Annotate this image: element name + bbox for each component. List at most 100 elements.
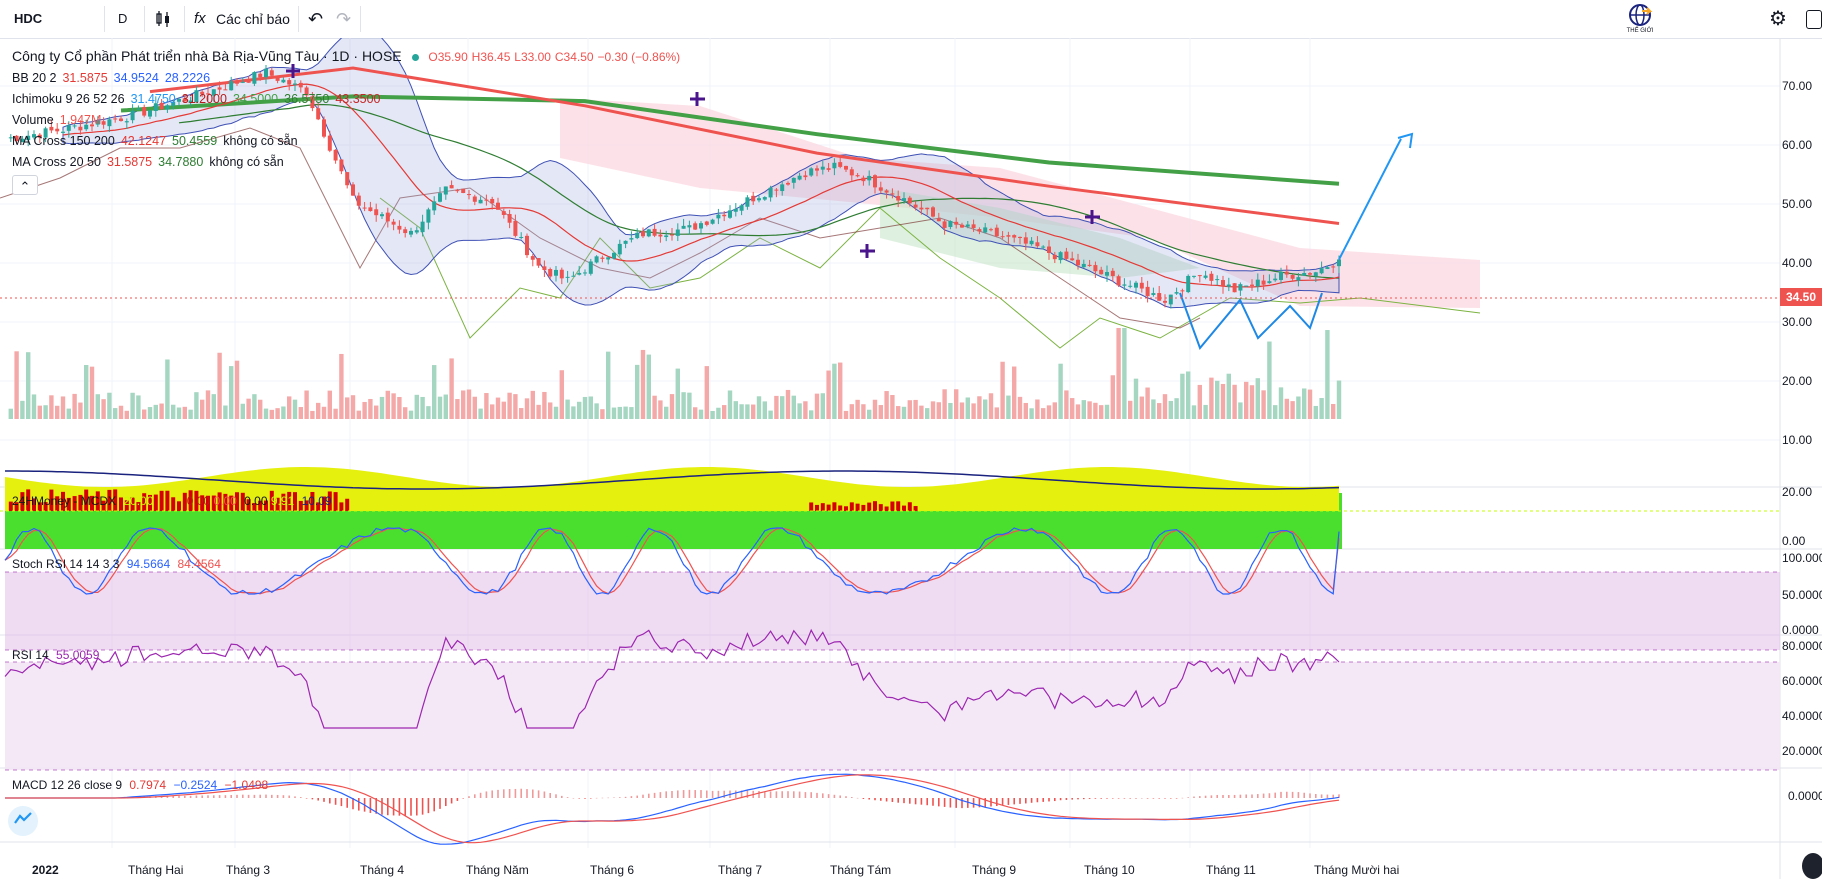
macd-hist-bar xyxy=(624,796,627,798)
candle xyxy=(472,194,477,206)
stoch-legend: Stoch RSI 14 14 3 3 94.5664 84.4564 xyxy=(12,557,221,571)
candle xyxy=(368,201,373,212)
candle xyxy=(826,163,831,172)
volume-bar xyxy=(310,410,315,419)
candle xyxy=(380,212,384,219)
macd-hist-bar xyxy=(537,790,540,798)
candle xyxy=(1035,236,1040,248)
macd-hist-bar xyxy=(1036,798,1039,803)
legend-indicator-row[interactable]: BB 20 2 31.5875 34.9524 28.2226 xyxy=(12,68,680,89)
macd-hist-bar xyxy=(1042,798,1044,802)
macd-hist-bar xyxy=(1059,798,1062,801)
volume-bar xyxy=(345,397,350,419)
candle xyxy=(1105,265,1109,282)
legend-collapse-button[interactable]: ⌃ xyxy=(12,175,38,195)
dark-avatar-icon[interactable] xyxy=(1802,853,1822,879)
candle xyxy=(884,189,889,199)
volume-bar xyxy=(321,406,327,419)
volume-bar xyxy=(861,404,866,419)
volume-bar xyxy=(675,368,680,419)
macd-hist-bar xyxy=(387,798,389,816)
macd-hist-bar xyxy=(323,798,325,802)
ohlc-high: H36.45 xyxy=(471,50,511,64)
mcdx-red-bar xyxy=(182,492,187,511)
price-axis: 70.00 60.00 50.00 40.00 30.00 20.00 10.0… xyxy=(1782,79,1822,803)
mcdx-red-bar xyxy=(101,500,106,511)
y-tick: 20.0000 xyxy=(1782,744,1822,758)
candle xyxy=(1076,253,1080,270)
volume-bar xyxy=(640,349,646,419)
volume-bar xyxy=(1226,373,1231,419)
macd-hist-bar xyxy=(1152,798,1155,799)
mcdx-red-bar xyxy=(246,499,251,511)
toolbar-divider xyxy=(184,6,185,32)
volume-bar xyxy=(629,407,634,419)
volume-bar xyxy=(826,370,831,419)
candle-style-icon[interactable] xyxy=(152,9,174,31)
macd-hist-bar xyxy=(485,791,488,798)
volume-bar xyxy=(722,405,727,419)
indicator-value: không có sẵn xyxy=(209,155,284,169)
volume-bar xyxy=(1017,396,1023,419)
candle xyxy=(902,192,906,204)
mcdx-red-bar xyxy=(269,490,274,511)
macd-hist-bar xyxy=(1291,791,1294,798)
volume-bar xyxy=(269,409,274,419)
volume-bar xyxy=(658,400,663,419)
globe-logo-icon[interactable]: THẾ GIỚI xyxy=(1620,3,1660,37)
volume-bar xyxy=(43,405,48,419)
macd-hist-bar xyxy=(572,797,575,799)
candle xyxy=(890,188,895,199)
indicator-value: 31.4750 xyxy=(130,92,176,106)
legend-indicator-row[interactable]: MA Cross 20 50 31.5875 34.7880 không có sẵn xyxy=(12,152,680,173)
mcdx-red-bar xyxy=(878,504,883,511)
candle xyxy=(699,221,703,234)
symbol-search[interactable]: HDC xyxy=(14,11,43,26)
x-tick: Tháng Mười hai xyxy=(1314,863,1399,877)
candle xyxy=(345,172,350,189)
settings-gear-icon[interactable]: ⚙ xyxy=(1769,8,1787,30)
mcdx-red-bar xyxy=(304,500,309,511)
interval-button[interactable]: D xyxy=(118,11,128,26)
mcdx-red-bar xyxy=(61,491,65,511)
candle xyxy=(1174,287,1179,295)
volume-bar xyxy=(356,410,361,419)
legend-indicator-row[interactable]: MA Cross 150 200 42.1247 50.4559 không có s… xyxy=(12,131,680,152)
candle xyxy=(791,177,796,189)
mcdx-legend: 24HMoney - MCDX 20.00 0.00 0.00 0.00 9.9… xyxy=(12,494,332,508)
candle xyxy=(954,217,959,229)
macd-hist-bar xyxy=(793,791,795,798)
volume-bar xyxy=(478,408,483,419)
candle xyxy=(72,122,77,129)
mcdx-red-bar xyxy=(298,500,303,511)
volume-bar xyxy=(762,401,767,419)
snapshot-icon[interactable] xyxy=(1806,10,1822,29)
undo-icon[interactable]: ↶ xyxy=(308,9,324,29)
volume-bar xyxy=(379,396,385,419)
top-toolbar: HDC D fx Các chỉ báo ↶ ↷ THẾ GIỚI ⚙ xyxy=(0,0,1822,39)
candle xyxy=(1087,259,1092,267)
volume-bar xyxy=(113,408,118,419)
volume-bar xyxy=(896,406,901,419)
indicators-button[interactable]: Các chỉ báo xyxy=(216,11,290,27)
macd-hist-bar xyxy=(1297,792,1300,798)
macd-hist-bar xyxy=(456,798,459,801)
volume-bar xyxy=(176,407,182,419)
mcdx-red-bar xyxy=(240,492,245,511)
legend-indicator-row[interactable]: Ichimoku 9 26 52 26 31.4750 31.2000 34.5000… xyxy=(12,89,680,110)
volume-bar xyxy=(1290,401,1295,419)
tradingview-logo-icon[interactable] xyxy=(8,806,38,836)
volume-bar xyxy=(646,354,651,419)
macd-hist-bar xyxy=(1007,798,1010,805)
volume-bar xyxy=(611,407,617,419)
redo-icon[interactable]: ↷ xyxy=(336,9,352,29)
macd-hist-bar xyxy=(880,798,882,801)
macd-hist-bar xyxy=(972,798,975,808)
legend-indicator-row[interactable]: Volume 1.947M xyxy=(12,110,680,131)
x-tick: Tháng 10 xyxy=(1084,863,1135,877)
candle xyxy=(1226,277,1231,292)
chart-canvas[interactable]: 70.00 60.00 50.00 40.00 30.00 20.00 10.0… xyxy=(0,38,1822,879)
volume-bar xyxy=(78,402,83,419)
candle xyxy=(617,239,622,257)
fx-icon[interactable]: fx xyxy=(194,10,206,27)
